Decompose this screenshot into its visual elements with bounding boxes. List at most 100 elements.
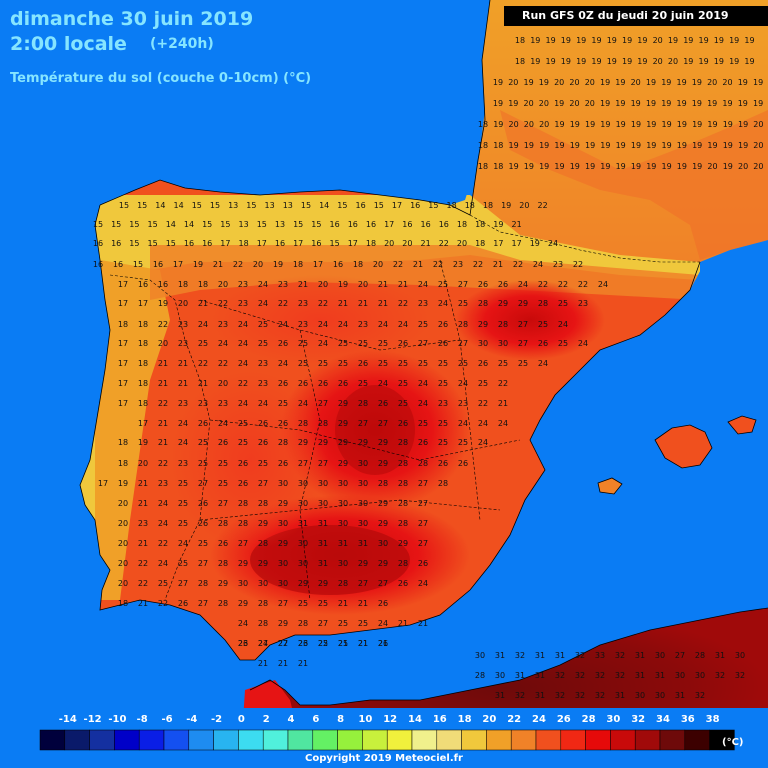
temperature-value: 16	[402, 220, 412, 229]
temperature-value: 32	[595, 671, 605, 680]
temperature-value: 23	[238, 280, 248, 289]
temperature-value: 19	[661, 99, 671, 108]
temperature-value: 27	[298, 459, 308, 468]
temperature-value: 25	[338, 359, 348, 368]
temperature-value: 18	[515, 36, 525, 45]
temperature-value: 20	[158, 339, 168, 348]
temperature-value: 19	[699, 36, 709, 45]
legend-label: 20	[482, 714, 497, 725]
temperature-value: 30	[735, 651, 745, 660]
temperature-value: 20	[253, 260, 263, 269]
temperature-value: 27	[198, 599, 208, 608]
temperature-value: 29	[338, 419, 348, 428]
temperature-value: 31	[655, 671, 665, 680]
temperature-value: 22	[578, 280, 588, 289]
temperature-value: 24	[258, 299, 268, 308]
temperature-value: 20	[668, 57, 678, 66]
temperature-value: 14	[184, 220, 194, 229]
temperature-value: 19	[722, 99, 732, 108]
temperature-value: 24	[458, 419, 468, 428]
temperature-value: 17	[138, 419, 148, 428]
legend-label: -2	[211, 714, 223, 725]
temperature-value: 21	[378, 639, 388, 648]
temperature-value: 25	[438, 359, 448, 368]
temperature-value: 26	[258, 438, 268, 447]
temperature-value: 23	[178, 459, 188, 468]
temperature-value: 21	[378, 280, 388, 289]
temperature-value: 25	[298, 359, 308, 368]
temperature-value: 21	[138, 599, 148, 608]
temperature-value: 15	[293, 220, 303, 229]
legend-swatch	[89, 729, 115, 751]
temperature-value: 19	[546, 36, 556, 45]
temperature-value: 30	[635, 691, 645, 700]
temperature-value: 30	[258, 579, 268, 588]
legend-label: 0	[237, 714, 245, 725]
temperature-value: 25	[358, 339, 368, 348]
temperature-value: 21	[358, 639, 368, 648]
legend-label: 10	[358, 714, 373, 725]
legend-label: 12	[383, 714, 398, 725]
temperature-value: 19	[600, 99, 610, 108]
temperature-value: 22	[138, 559, 148, 568]
temperature-value: 26	[378, 599, 388, 608]
temperature-value: 19	[744, 36, 754, 45]
temperature-value: 20	[508, 78, 518, 87]
temperature-value: 32	[515, 691, 525, 700]
temperature-value: 20	[753, 162, 763, 171]
temperature-value: 32	[595, 691, 605, 700]
temperature-value: 15	[257, 220, 267, 229]
temperature-value: 29	[378, 438, 388, 447]
temperature-value: 19	[662, 120, 672, 129]
temperature-value: 19	[607, 36, 617, 45]
temperature-value: 19	[707, 141, 717, 150]
legend-label: -6	[161, 714, 173, 725]
temperature-value: 22	[478, 399, 488, 408]
temperature-value: 16	[348, 220, 358, 229]
forecast-time: 2:00 locale	[10, 33, 127, 55]
legend-label: 34	[656, 714, 670, 725]
temperature-value: 19	[637, 57, 647, 66]
temperature-value: 19	[530, 239, 540, 248]
temperature-value: 27	[178, 579, 188, 588]
temperature-value: 27	[418, 539, 428, 548]
temperature-value: 19	[493, 99, 503, 108]
temperature-value: 25	[198, 459, 208, 468]
temperature-value: 26	[398, 579, 408, 588]
temperature-value: 18	[138, 339, 148, 348]
temperature-value: 18	[138, 359, 148, 368]
temperature-value: 30	[278, 579, 288, 588]
legend-swatch	[64, 729, 90, 751]
temperature-value: 32	[615, 671, 625, 680]
temperature-value: 24	[378, 320, 388, 329]
temperature-value: 27	[198, 559, 208, 568]
temperature-value: 32	[615, 651, 625, 660]
temperature-value: 22	[513, 260, 523, 269]
temperature-value: 27	[258, 479, 268, 488]
temperature-value: 28	[695, 651, 705, 660]
temperature-value: 13	[283, 201, 293, 210]
temperature-value: 26	[378, 639, 388, 648]
temperature-value: 24	[258, 399, 268, 408]
temperature-value: 29	[518, 299, 528, 308]
temperature-value: 24	[218, 339, 228, 348]
temperature-value: 20	[753, 120, 763, 129]
temperature-value: 25	[178, 559, 188, 568]
legend-swatch	[684, 729, 710, 751]
temperature-value: 21	[398, 280, 408, 289]
temperature-value: 23	[578, 299, 588, 308]
temperature-value: 19	[637, 36, 647, 45]
temperature-value: 30	[338, 559, 348, 568]
temperature-value: 23	[158, 479, 168, 488]
legend-swatch	[213, 729, 239, 751]
temperature-value: 19	[738, 78, 748, 87]
temperature-value: 15	[330, 239, 340, 248]
temperature-value: 29	[498, 299, 508, 308]
temperature-value: 26	[198, 499, 208, 508]
temperature-value: 15	[301, 201, 311, 210]
temperature-value: 20	[554, 78, 564, 87]
legend-label: -8	[136, 714, 148, 725]
temperature-value: 22	[198, 359, 208, 368]
menorca	[728, 416, 756, 434]
temperature-value: 19	[662, 162, 672, 171]
